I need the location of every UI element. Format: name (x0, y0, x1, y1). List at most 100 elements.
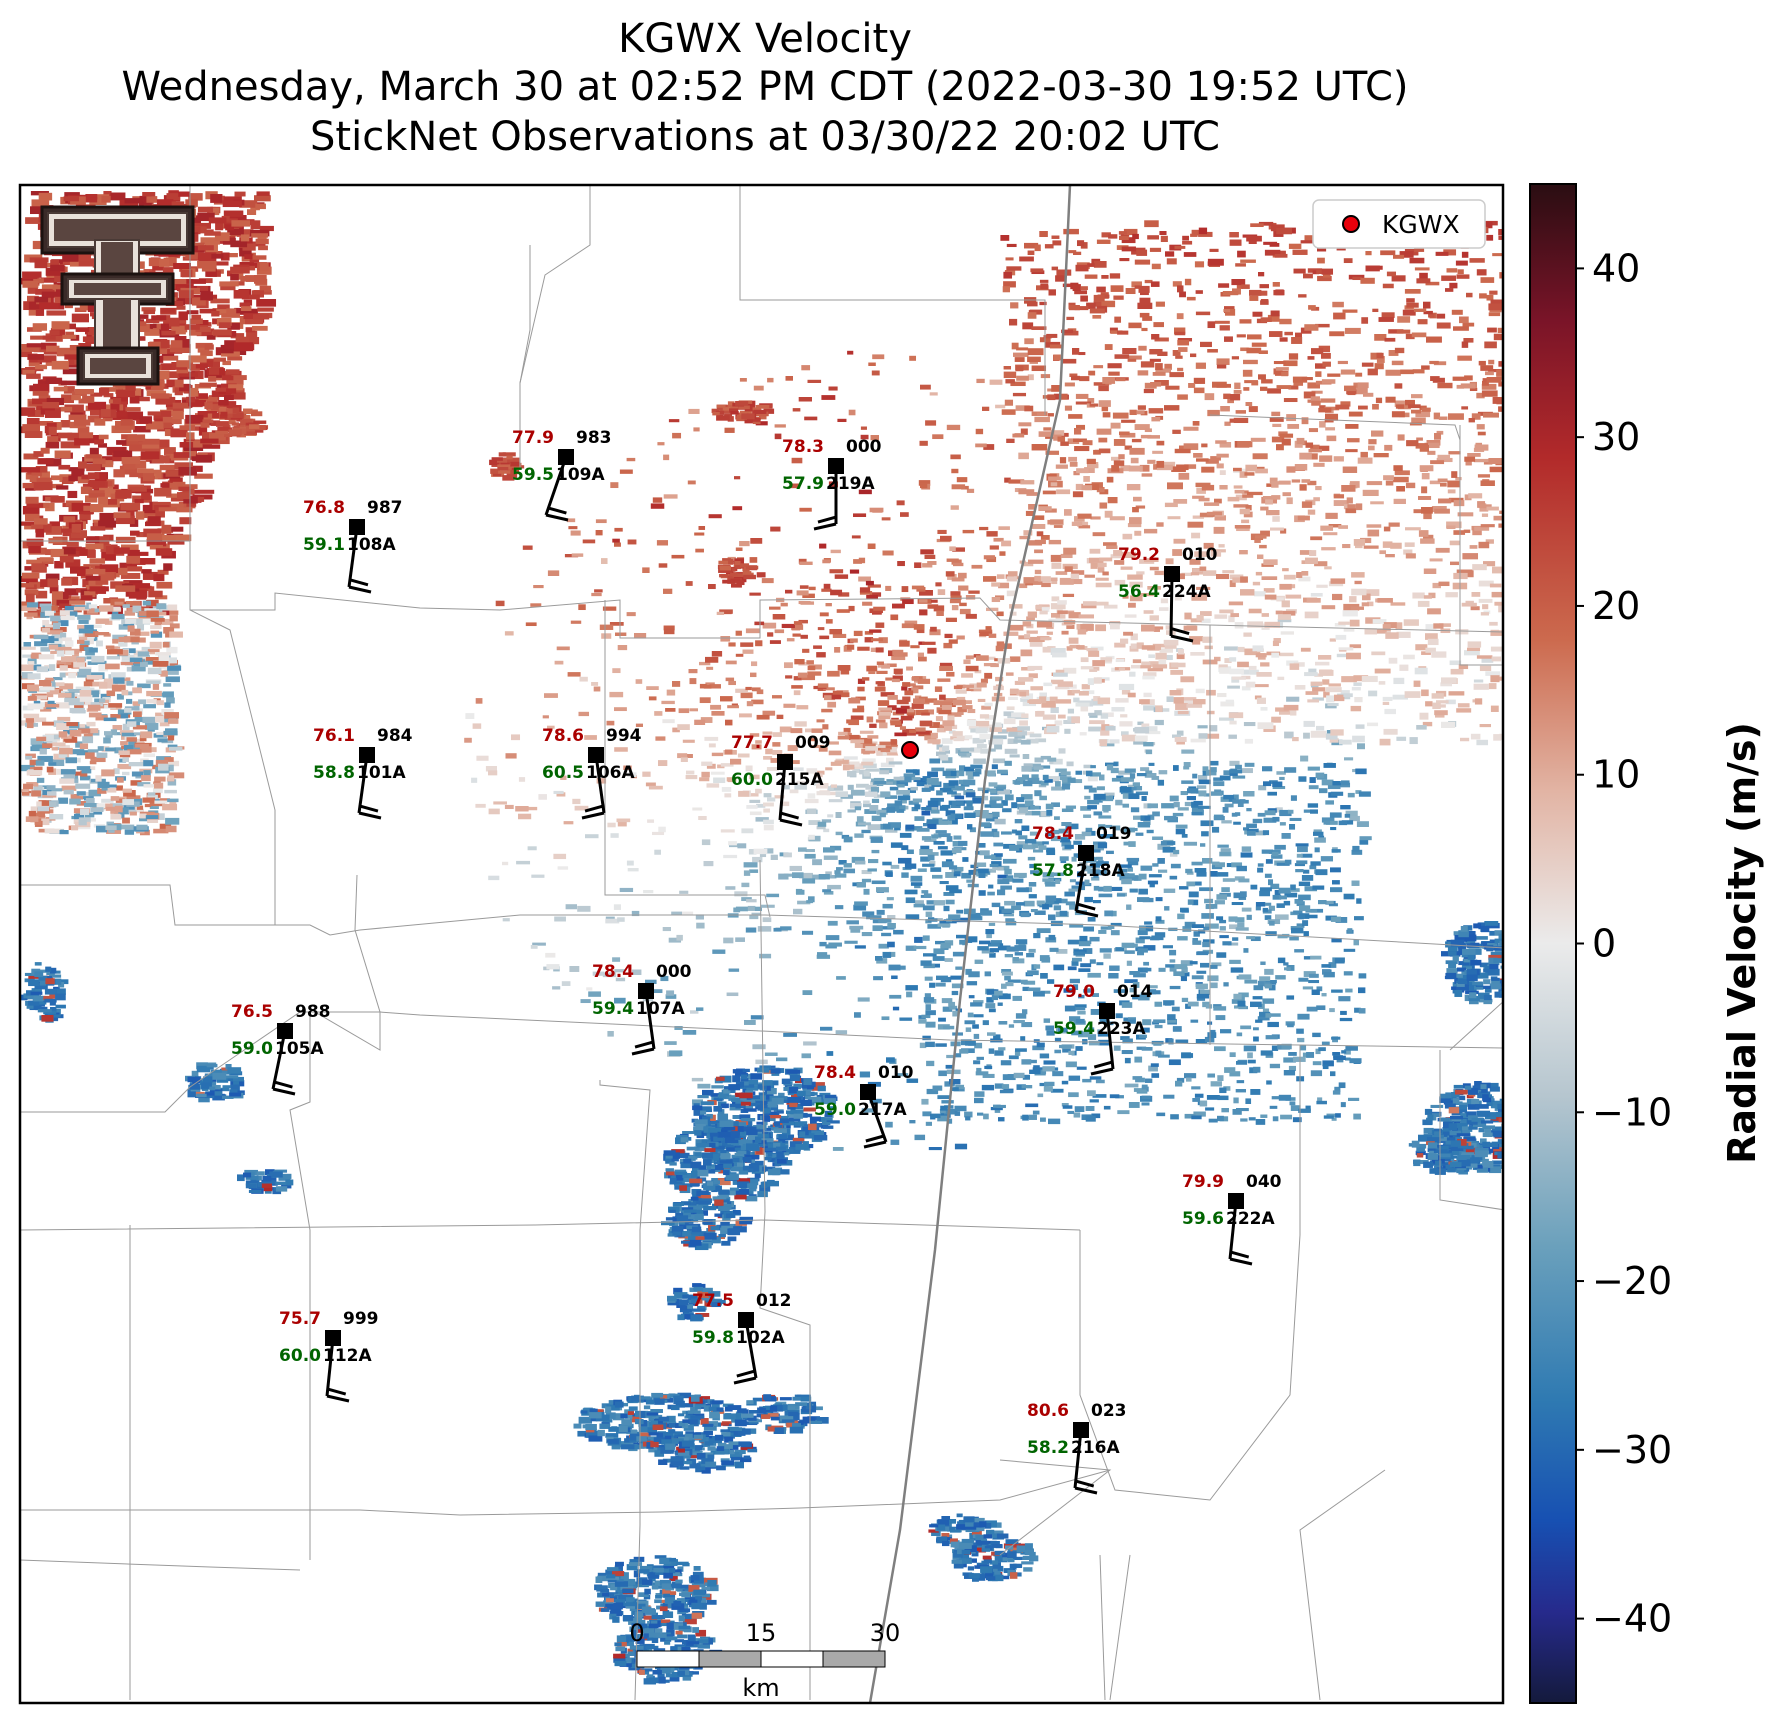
legend: KGWX (1312, 199, 1486, 249)
station-temperature: 78.4 (592, 962, 634, 982)
wind-barb-staff (544, 456, 568, 516)
station-marker (1099, 1003, 1115, 1019)
station-105A[interactable]: 76.5 988 59.0 105A (231, 1002, 331, 1096)
station-marker (558, 449, 574, 465)
wind-barb-flag (779, 818, 803, 827)
station-218A[interactable]: 78.4 019 57.8 218A (1032, 824, 1132, 918)
title-datetime: Wednesday, March 30 at 02:52 PM CDT (202… (121, 64, 1409, 110)
wind-barb-flag (813, 522, 837, 531)
station-dewpoint: 59.4 (1053, 1019, 1095, 1039)
wind-barb-flag (272, 1087, 296, 1096)
station-id: 106A (586, 763, 635, 783)
station-id: 107A (636, 999, 685, 1019)
colorbar-tick: 20 (1592, 584, 1640, 628)
station-224A[interactable]: 79.2 010 56.4 224A (1118, 545, 1218, 643)
station-marker (828, 458, 844, 474)
wind-barb-flag (1170, 634, 1194, 643)
station-id: 219A (826, 474, 875, 494)
wind-barb-flag (274, 1080, 293, 1089)
colorbar-tick: 0 (1592, 922, 1616, 966)
station-marker (1164, 566, 1180, 582)
station-marker (777, 754, 793, 770)
wind-barb-flag (547, 506, 567, 515)
station-dewpoint: 59.8 (692, 1328, 734, 1348)
station-222A[interactable]: 79.9 040 59.6 222A (1182, 1172, 1282, 1266)
wind-barb-staff (357, 754, 369, 814)
station-temperature: 79.9 (1182, 1172, 1224, 1192)
station-dewpoint: 57.9 (782, 474, 824, 494)
station-dewpoint: 59.6 (1182, 1209, 1224, 1229)
station-pressure: 988 (295, 1002, 331, 1022)
map-frame (18, 183, 1505, 1705)
station-id: 218A (1076, 861, 1125, 881)
legend-radar-icon (1342, 215, 1360, 233)
station-217A[interactable]: 78.4 010 59.0 217A (814, 1063, 914, 1149)
station-215A[interactable]: 77.7 009 60.0 215A (731, 733, 831, 827)
station-dewpoint: 59.1 (303, 535, 345, 555)
station-temperature: 78.4 (1032, 824, 1074, 844)
title-radar: KGWX Velocity (618, 16, 912, 62)
station-108A[interactable]: 76.8 987 59.1 108A (303, 498, 403, 594)
radar-site-marker (897, 737, 923, 763)
wind-barb-staff (1105, 1010, 1115, 1070)
station-marker (638, 983, 654, 999)
wind-barb-flag (817, 515, 837, 524)
wind-barb-flag (581, 811, 605, 820)
station-223A[interactable]: 79.0 014 59.4 223A (1053, 982, 1153, 1076)
colorbar: 40 30 20 10 0 −10 −20 −30 −40 Radial Velocity (m… (1529, 183, 1764, 1704)
wind-barb-staff (644, 990, 656, 1050)
station-pressure: 999 (343, 1309, 379, 1329)
station-temperature: 78.4 (814, 1063, 856, 1083)
station-112A[interactable]: 75.7 999 60.0 112A (279, 1309, 379, 1403)
station-106A[interactable]: 78.6 994 60.5 106A (542, 726, 642, 820)
wind-barb-flag (865, 1134, 885, 1143)
station-219A[interactable]: 78.3 000 57.9 219A (782, 437, 882, 531)
station-pressure: 984 (377, 726, 413, 746)
station-101A[interactable]: 76.1 984 58.8 101A (313, 726, 413, 820)
double-t-logo (40, 205, 195, 386)
station-marker (359, 747, 375, 763)
station-216A[interactable]: 80.6 023 58.2 216A (1027, 1401, 1127, 1495)
station-102A[interactable]: 77.5 012 59.8 102A (692, 1291, 792, 1385)
station-temperature: 76.8 (303, 498, 345, 518)
station-dewpoint: 59.5 (512, 465, 554, 485)
station-marker (277, 1023, 293, 1039)
scale-label-0: 0 (629, 1619, 644, 1647)
colorbar-tick: −30 (1592, 1428, 1672, 1472)
wind-barb-flag (349, 578, 369, 587)
station-marker (1073, 1422, 1089, 1438)
station-pressure: 023 (1091, 1401, 1127, 1421)
station-107A[interactable]: 78.4 000 59.4 107A (592, 962, 692, 1056)
wind-barb-staff (1169, 573, 1174, 637)
station-109A[interactable]: 77.9 983 59.5 109A (512, 428, 612, 522)
station-dewpoint: 58.8 (313, 763, 355, 783)
legend-label: KGWX (1382, 210, 1460, 239)
station-id: 105A (275, 1039, 324, 1059)
wind-barb-staff (1074, 852, 1088, 912)
station-dewpoint: 59.0 (231, 1039, 273, 1059)
wind-barb-flag (326, 1394, 350, 1403)
station-pressure: 012 (756, 1291, 792, 1311)
station-temperature: 78.3 (782, 437, 824, 457)
station-dewpoint: 60.5 (542, 763, 584, 783)
wind-barb-flag (863, 1140, 887, 1149)
station-pressure: 994 (606, 726, 642, 746)
station-dewpoint: 59.4 (592, 999, 634, 1019)
wind-barb-flag (545, 513, 569, 522)
wind-barb-flag (631, 1047, 655, 1056)
station-pressure: 040 (1246, 1172, 1282, 1192)
station-marker (588, 747, 604, 763)
wind-barb-staff (1228, 1200, 1238, 1260)
wind-barb-staff (594, 754, 606, 814)
station-pressure: 010 (878, 1063, 914, 1083)
station-pressure: 009 (795, 733, 831, 753)
station-temperature: 75.7 (279, 1309, 321, 1329)
station-id: 216A (1071, 1438, 1120, 1458)
station-temperature: 79.0 (1053, 982, 1095, 1002)
wind-barb-flag (1229, 1257, 1253, 1266)
station-pressure: 019 (1096, 824, 1132, 844)
station-pressure: 010 (1182, 545, 1218, 565)
wind-barb-staff (744, 1319, 758, 1379)
station-dewpoint: 57.8 (1032, 861, 1074, 881)
